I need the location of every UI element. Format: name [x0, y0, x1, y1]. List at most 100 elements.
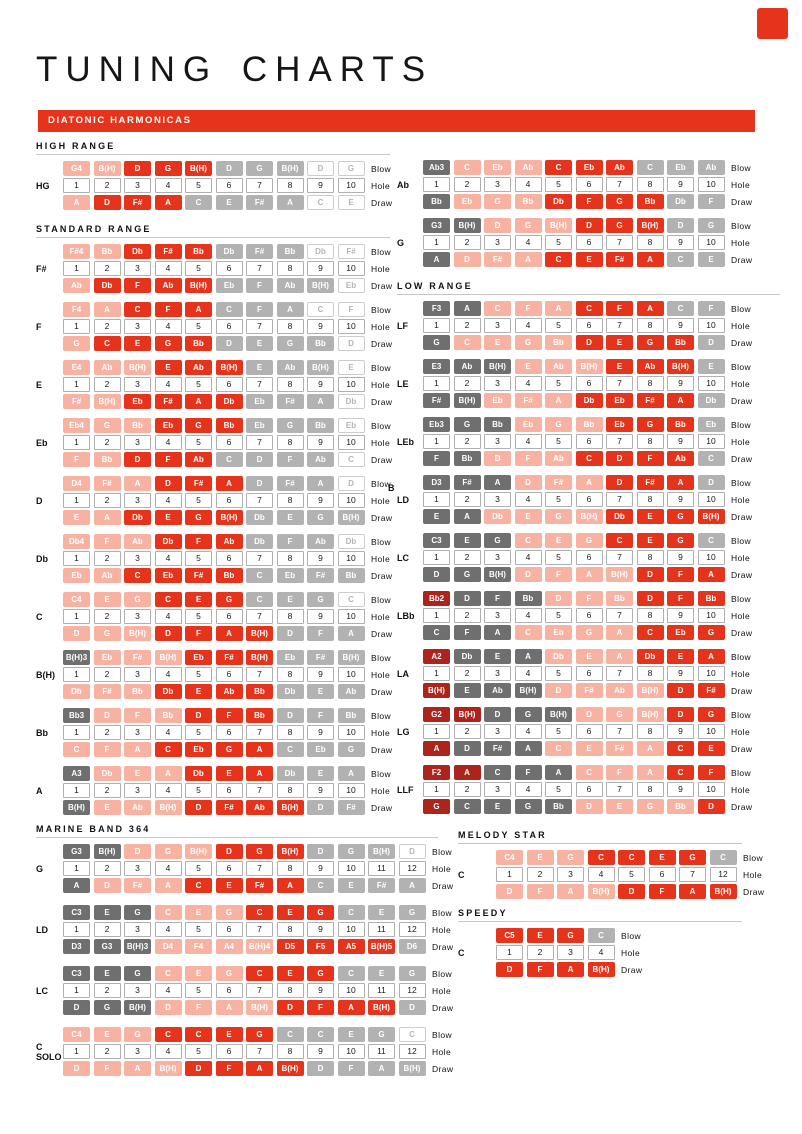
row-label-hole: Hole: [371, 180, 391, 191]
hole-cell: 7: [246, 861, 273, 876]
hole-cell: 11: [368, 861, 395, 876]
note-cell: D: [307, 161, 334, 176]
note-cell: Eb: [337, 418, 365, 433]
blow-row: Eb3 G Bb Eb G Bb Eb G Bb Eb Blow: [423, 417, 752, 432]
note-cell: F: [697, 194, 725, 209]
note-cell: B(H): [185, 161, 212, 176]
note-cell: B(H): [636, 707, 664, 722]
row-label-hole: Hole: [432, 863, 452, 874]
note-cell: E: [154, 510, 182, 525]
hole-cell: 4: [154, 861, 182, 876]
note-cell: G: [667, 509, 694, 524]
hole-row: 1 2 3 4 5 6 7 8 9 10 Hole: [63, 551, 392, 566]
note-cell: D: [667, 707, 694, 722]
note-cell: C: [618, 850, 645, 865]
note-cell: D: [606, 451, 633, 466]
note-cell: C4: [63, 1027, 90, 1042]
blow-row: A2 Db E A Db E A Db E A Blow: [423, 649, 752, 664]
note-cell: Eb: [185, 650, 212, 665]
row-label-hole: Hole: [731, 436, 751, 447]
harmonica-chart: LBb Bb2 D F Bb D F Bb D F Bb Blow 1 2 3 4 5 6 7 8 9 10 Hole C F A…: [397, 591, 780, 640]
note-cell: Db: [484, 509, 511, 524]
hole-cell: 8: [636, 608, 664, 623]
note-cell: F: [337, 302, 365, 317]
draw-row: A D F# A C E F# A C E Draw: [423, 741, 752, 756]
hole-cell: 3: [124, 725, 151, 740]
draw-row: D G B(H) D F A B(H) D F A B(H) D Draw: [63, 1000, 453, 1015]
note-cell: B(H): [276, 800, 304, 815]
note-cell: A: [63, 878, 90, 893]
note-cell: Bb: [667, 799, 694, 814]
row-label-blow: Blow: [371, 304, 392, 315]
draw-row: E A Db E G B(H) Db E G B(H) Draw: [63, 510, 392, 525]
note-cell: Bb: [636, 194, 664, 209]
note-cell: A3: [63, 766, 90, 781]
note-cell: A: [636, 741, 664, 756]
hole-cell: 2: [93, 922, 121, 937]
note-cell: C: [307, 878, 334, 893]
note-cell: E: [307, 766, 334, 781]
row-label-hole: Hole: [731, 726, 751, 737]
note-cell: E: [648, 850, 676, 865]
chart-key-label: C: [458, 947, 465, 958]
hole-cell: 4: [514, 782, 542, 797]
note-cell: F: [307, 708, 334, 723]
note-cell: B(H): [423, 683, 450, 698]
hole-cell: 8: [636, 318, 664, 333]
note-cell: A: [423, 741, 450, 756]
note-cell: C: [337, 452, 365, 467]
hole-cell: 1: [423, 608, 450, 623]
hole-cell: 4: [514, 550, 542, 565]
hole-cell: 8: [276, 435, 304, 450]
hole-row: 1 2 3 4 5 6 7 8 9 10 Hole: [423, 724, 752, 739]
note-cell: Eb4: [63, 418, 90, 433]
note-cell: B(H): [453, 218, 481, 233]
note-cell: F#: [484, 741, 511, 756]
note-cell: E: [154, 360, 182, 375]
note-cell: G: [545, 509, 572, 524]
draw-row: F# B(H) Eb F# A Db Eb F# A Db Draw: [423, 393, 752, 408]
harmonica-chart: Bb Bb3 D F Bb D F Bb D F Bb Blow 1 2 3 4 5 6 7 8 9 10 Hole C F A C…: [36, 708, 392, 757]
blow-row: C4 E G C C E G C C E G C Blow: [63, 1027, 453, 1042]
hole-cell: 8: [276, 609, 304, 624]
note-cell: Bb: [215, 418, 243, 433]
hole-cell: 11: [368, 983, 395, 998]
hole-cell: 6: [215, 922, 243, 937]
chart-key-label: G: [36, 863, 44, 874]
row-label-draw: Draw: [371, 197, 393, 208]
note-cell: E: [246, 336, 273, 351]
note-cell: B(H): [545, 218, 572, 233]
note-cell: F: [514, 301, 542, 316]
note-cell: D: [636, 567, 664, 582]
hole-cell: 4: [154, 319, 182, 334]
row-label-blow: Blow: [371, 768, 392, 779]
note-cell: Eb: [276, 650, 304, 665]
note-cell: F#: [246, 244, 273, 259]
harmonica-chart: LD C3 E G C E G C E G C E G Blow 1 2 3 4 5 6 7 8 9 10 11 12 Hole D3…: [36, 905, 453, 954]
row-label-draw: Draw: [371, 512, 393, 523]
note-cell: G2: [423, 707, 450, 722]
blow-row: C3 E G C E G C E G C E G Blow: [63, 905, 453, 920]
note-cell: D: [337, 476, 365, 491]
note-cell: A: [545, 301, 572, 316]
hole-cell: 8: [276, 178, 304, 193]
note-cell: D: [514, 567, 542, 582]
note-cell: F: [526, 962, 554, 977]
hole-cell: 7: [606, 376, 633, 391]
note-cell: C3: [423, 533, 450, 548]
hole-cell: 7: [246, 667, 273, 682]
hole-cell: 12: [398, 983, 426, 998]
note-cell: A: [484, 475, 511, 490]
hole-cell: 4: [154, 983, 182, 998]
note-cell: Db: [307, 244, 334, 259]
hole-cell: 4: [154, 667, 182, 682]
note-cell: E: [276, 966, 304, 981]
note-cell: B(H): [215, 360, 243, 375]
note-cell: F: [697, 301, 725, 316]
note-cell: E: [63, 510, 90, 525]
note-cell: F: [185, 1000, 212, 1015]
note-cell: B(H): [154, 650, 182, 665]
note-cell: D: [276, 708, 304, 723]
note-cell: Eb: [484, 160, 511, 175]
note-cell: C: [307, 1027, 334, 1042]
